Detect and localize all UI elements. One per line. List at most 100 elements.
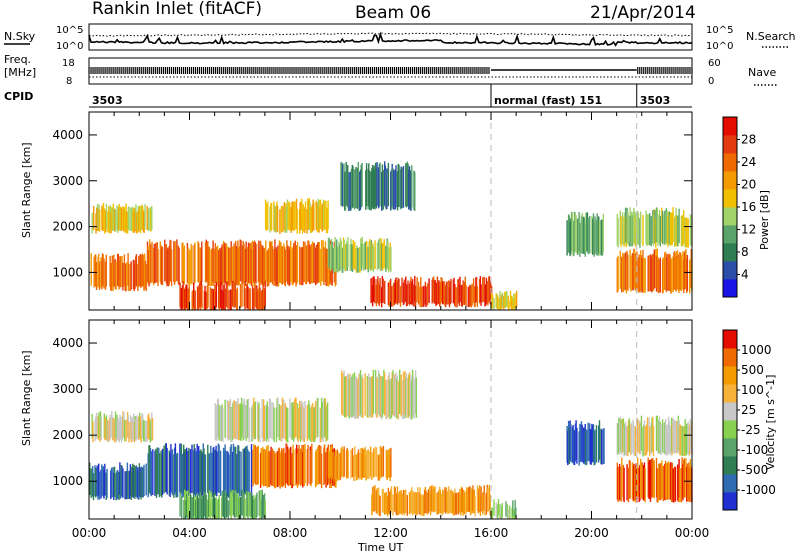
echo-mark: [350, 171, 352, 211]
echo-mark: [644, 257, 646, 293]
echo-mark: [658, 416, 661, 452]
echo-mark: [251, 495, 254, 519]
echo-mark: [222, 447, 225, 495]
echo-mark: [94, 418, 96, 441]
echo-mark: [310, 450, 312, 487]
echo-mark: [263, 448, 265, 486]
echo-mark: [363, 243, 365, 271]
echo-mark: [95, 254, 97, 287]
echo-mark: [198, 242, 200, 283]
echo-mark: [385, 491, 387, 515]
echo-mark: [647, 457, 649, 497]
sky-left-tick-bottom: 10^0: [56, 41, 83, 52]
echo-mark: [463, 489, 465, 514]
echo-mark: [98, 253, 100, 286]
xtick-label: 00:00: [675, 526, 710, 540]
echo-mark: [668, 253, 670, 291]
echo-mark: [229, 489, 231, 516]
echo-mark: [91, 212, 93, 234]
echo-mark: [315, 200, 317, 230]
echo-mark: [370, 278, 372, 303]
echo-mark: [578, 431, 580, 466]
echo-mark: [128, 421, 130, 443]
echo-mark: [136, 415, 138, 440]
echo-mark: [646, 417, 649, 452]
echo-mark: [436, 276, 439, 302]
echo-mark: [651, 418, 653, 452]
echo-mark: [497, 498, 500, 516]
echo-mark: [313, 407, 315, 442]
echo-mark: [235, 446, 237, 494]
echo-mark: [408, 166, 411, 208]
echo-mark: [97, 208, 99, 232]
echo-mark: [449, 281, 451, 305]
echo-mark: [201, 241, 203, 283]
echo-mark: [322, 407, 324, 443]
echo-mark: [218, 444, 220, 493]
echo-mark: [214, 243, 216, 283]
echo-mark: [366, 450, 368, 479]
echo-mark: [325, 452, 327, 488]
echo-mark: [187, 288, 190, 310]
echo-mark: [287, 408, 289, 443]
echo-mark: [475, 277, 478, 303]
echo-mark: [98, 204, 100, 230]
echo-mark: [335, 450, 337, 479]
echo-mark: [284, 249, 287, 287]
echo-mark: [360, 453, 363, 480]
colorbar-swatch: [723, 207, 737, 226]
echo-mark: [236, 493, 239, 518]
echo-mark: [682, 251, 684, 290]
echo-mark: [231, 489, 233, 516]
echo-mark: [120, 422, 123, 443]
power-echoes: [90, 161, 693, 310]
echo-mark: [260, 290, 263, 310]
colorbar-tick-label: -500: [741, 463, 768, 477]
echo-mark: [101, 253, 104, 286]
echo-mark: [591, 216, 593, 254]
echo-mark: [114, 208, 116, 232]
echo-mark: [391, 163, 393, 207]
echo-mark: [216, 399, 219, 439]
echo-mark: [685, 217, 687, 248]
colorbar-swatch: [723, 492, 737, 511]
echo-mark: [568, 215, 570, 254]
freq-label: Freq.: [4, 53, 31, 66]
echo-mark: [269, 399, 271, 438]
echo-mark: [259, 408, 261, 443]
echo-mark: [134, 260, 136, 290]
echo-mark: [689, 419, 692, 453]
echo-mark: [354, 241, 356, 270]
echo-mark: [652, 253, 655, 291]
echo-mark: [106, 469, 108, 499]
echo-mark: [371, 486, 374, 512]
echo-mark: [236, 287, 239, 310]
echo-mark: [333, 448, 336, 486]
echo-mark: [284, 453, 287, 488]
echo-mark: [160, 245, 162, 285]
xtick-label: 08:00: [273, 526, 308, 540]
echo-mark: [390, 278, 392, 304]
echo-mark: [359, 247, 361, 273]
echo-mark: [387, 163, 390, 207]
echo-mark: [640, 458, 642, 498]
echo-mark: [158, 453, 161, 498]
echo-mark: [487, 487, 489, 513]
echo-mark: [274, 249, 277, 286]
echo-mark: [345, 376, 347, 418]
echo-mark: [240, 451, 242, 497]
echo-mark: [630, 211, 633, 245]
echo-mark: [260, 489, 262, 516]
echo-mark: [144, 204, 146, 230]
echo-mark: [240, 240, 242, 282]
echo-mark: [408, 372, 411, 416]
echo-mark: [570, 211, 573, 252]
echo-mark: [169, 453, 171, 498]
echo-mark: [261, 247, 263, 286]
echo-mark: [678, 208, 680, 243]
echo-mark: [176, 239, 178, 282]
echo-mark: [488, 484, 491, 511]
echo-mark: [377, 487, 380, 512]
echo-mark: [442, 489, 444, 513]
echo-mark: [397, 494, 399, 516]
